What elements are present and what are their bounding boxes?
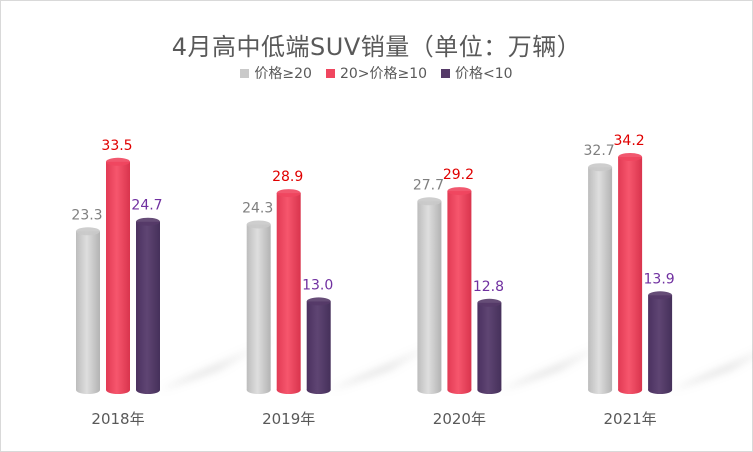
data-label-3-1: 34.2 <box>614 133 645 149</box>
bar-base-3-1 <box>618 386 643 394</box>
bar-shadow-3 <box>672 352 753 390</box>
bar-top-2-2 <box>477 298 502 307</box>
legend-swatch-low <box>441 68 451 78</box>
data-label-3-2: 13.9 <box>644 271 675 287</box>
legend-swatch-high <box>240 68 250 78</box>
bar-base-3-0 <box>588 386 613 394</box>
data-label-3-0: 32.7 <box>584 143 615 159</box>
bar-base-1-2 <box>306 386 331 394</box>
data-label-1-2: 13.0 <box>302 277 333 293</box>
bar-0-2 <box>136 221 160 390</box>
bar-top-2-0 <box>417 197 442 206</box>
data-label-2-2: 12.8 <box>473 279 504 295</box>
bar-2-2 <box>477 302 502 390</box>
x-tick-label-3: 2021年 <box>604 410 657 428</box>
bar-top-1-0 <box>246 220 271 229</box>
data-label-2-0: 27.7 <box>413 177 444 193</box>
bar-1-1 <box>276 193 301 390</box>
bar-top-0-1 <box>106 157 130 166</box>
bar-base-2-1 <box>447 386 472 394</box>
bar-base-1-1 <box>276 386 301 394</box>
bar-top-3-1 <box>618 153 643 161</box>
bar-base-0-0 <box>76 386 100 394</box>
bar-1-2 <box>306 301 331 390</box>
bar-base-0-2 <box>136 386 160 394</box>
legend-item-low: 价格<10 <box>441 63 513 83</box>
bar-top-0-2 <box>136 217 160 226</box>
bar-1-0 <box>246 224 271 390</box>
bar-top-3-0 <box>588 163 613 172</box>
legend-label-mid: 20>价格≥10 <box>339 66 428 82</box>
bar-base-2-2 <box>477 386 502 394</box>
legend-label-high: 价格≥20 <box>254 66 312 82</box>
bar-top-1-1 <box>276 189 301 198</box>
bar-top-2-1 <box>447 187 472 196</box>
data-label-0-2: 24.7 <box>131 198 162 214</box>
bar-3-0 <box>588 167 613 390</box>
bar-2-1 <box>447 191 472 390</box>
bar-group-3: 32.734.2 13.9 <box>584 133 753 394</box>
bar-3-1 <box>618 157 643 390</box>
bar-3-2 <box>648 295 673 390</box>
bar-top-3-2 <box>648 291 673 300</box>
chart-legend: 价格≥20 20>价格≥10 价格<10 <box>1 63 752 83</box>
legend-item-high: 价格≥20 <box>240 63 312 83</box>
bar-0-0 <box>76 231 100 390</box>
chart-title: 4月高中低端SUV销量（单位：万辆） <box>171 33 582 61</box>
legend-swatch-mid <box>325 68 335 78</box>
bar-base-1-0 <box>246 386 271 394</box>
data-label-2-1: 29.2 <box>443 167 474 183</box>
data-label-0-1: 33.5 <box>101 138 132 154</box>
data-label-1-1: 28.9 <box>272 169 303 185</box>
bar-2-0 <box>417 201 442 390</box>
x-tick-label-1: 2019年 <box>262 410 315 428</box>
data-label-1-0: 24.3 <box>242 200 273 216</box>
bar-0-1 <box>106 161 130 390</box>
bar-top-0-0 <box>76 227 100 236</box>
bar-base-3-2 <box>648 386 673 394</box>
x-tick-label-2: 2020年 <box>433 410 486 428</box>
bar-base-2-0 <box>417 386 442 394</box>
legend-label-low: 价格<10 <box>455 66 513 82</box>
legend-item-mid: 20>价格≥10 <box>325 63 428 83</box>
bar-base-0-1 <box>106 386 130 394</box>
x-tick-label-0: 2018年 <box>91 410 144 428</box>
data-label-0-0: 23.3 <box>71 207 102 223</box>
bar-top-1-2 <box>306 297 331 306</box>
